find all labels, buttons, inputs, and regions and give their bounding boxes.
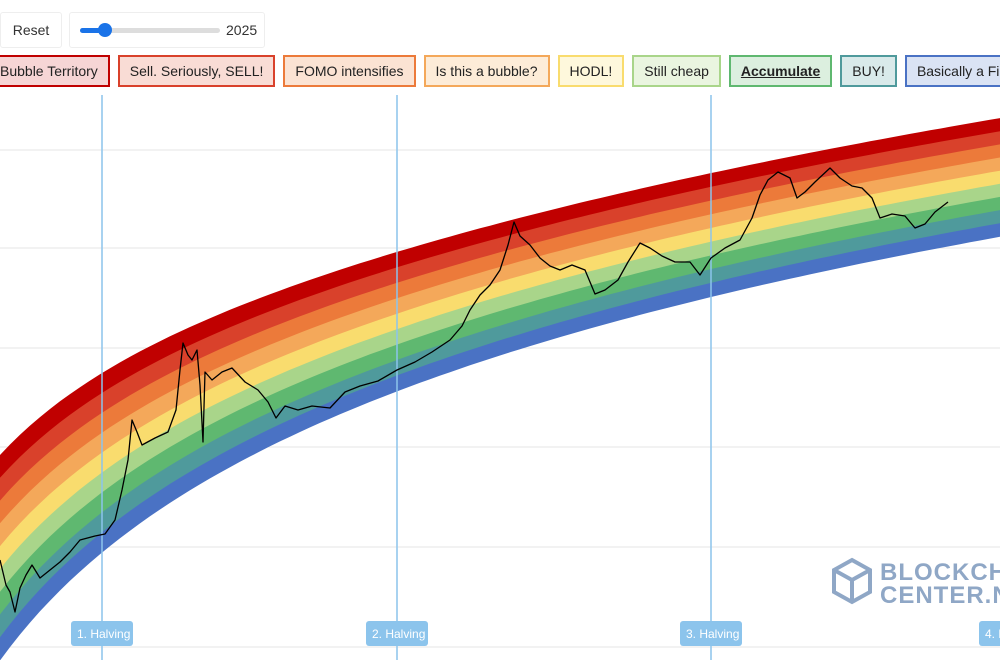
watermark-line1: BLOCKCHA [880, 559, 1000, 586]
watermark: BLOCKCHA CENTER.NE [832, 557, 1000, 609]
slider-value: 2025 [226, 22, 258, 38]
band-button[interactable]: Is this a bubble? [423, 55, 550, 87]
slider-track [80, 28, 220, 33]
halving-badge [979, 621, 1000, 646]
year-slider[interactable]: 2025 [69, 12, 265, 48]
band-button[interactable]: Sell. Seriously, SELL! [117, 55, 276, 87]
halving-label: 3. Halving [686, 627, 739, 641]
band-button[interactable]: Basically a Fire [904, 55, 1000, 87]
halving-badge [680, 621, 742, 646]
halving-badge [366, 621, 428, 646]
watermark-logo [832, 557, 872, 605]
band-legend: Bubble Territory Sell. Seriously, SELL! FO… [0, 55, 1000, 87]
halving-badge [71, 621, 133, 646]
toolbar: Reset 2025 [0, 12, 265, 48]
slider-thumb[interactable] [98, 23, 112, 37]
halving-label: 4. H [985, 627, 1000, 641]
band-button[interactable]: Bubble Territory [0, 55, 110, 87]
reset-button[interactable]: Reset [0, 12, 62, 48]
watermark-line2: CENTER.NE [880, 582, 1000, 609]
band-button[interactable]: Still cheap [632, 55, 721, 87]
halving-label: 2. Halving [372, 627, 425, 641]
band-button[interactable]: HODL! [557, 55, 625, 87]
band-button[interactable]: Accumulate [728, 55, 833, 87]
price-line [0, 167, 949, 613]
halvings: 1. Halving 2. Halving 3. Halving 4. H [71, 95, 1000, 660]
band-button[interactable]: BUY! [840, 55, 897, 87]
slider-fill [80, 28, 106, 33]
band-button[interactable]: FOMO intensifies [283, 55, 416, 87]
halving-label: 1. Halving [77, 627, 130, 641]
